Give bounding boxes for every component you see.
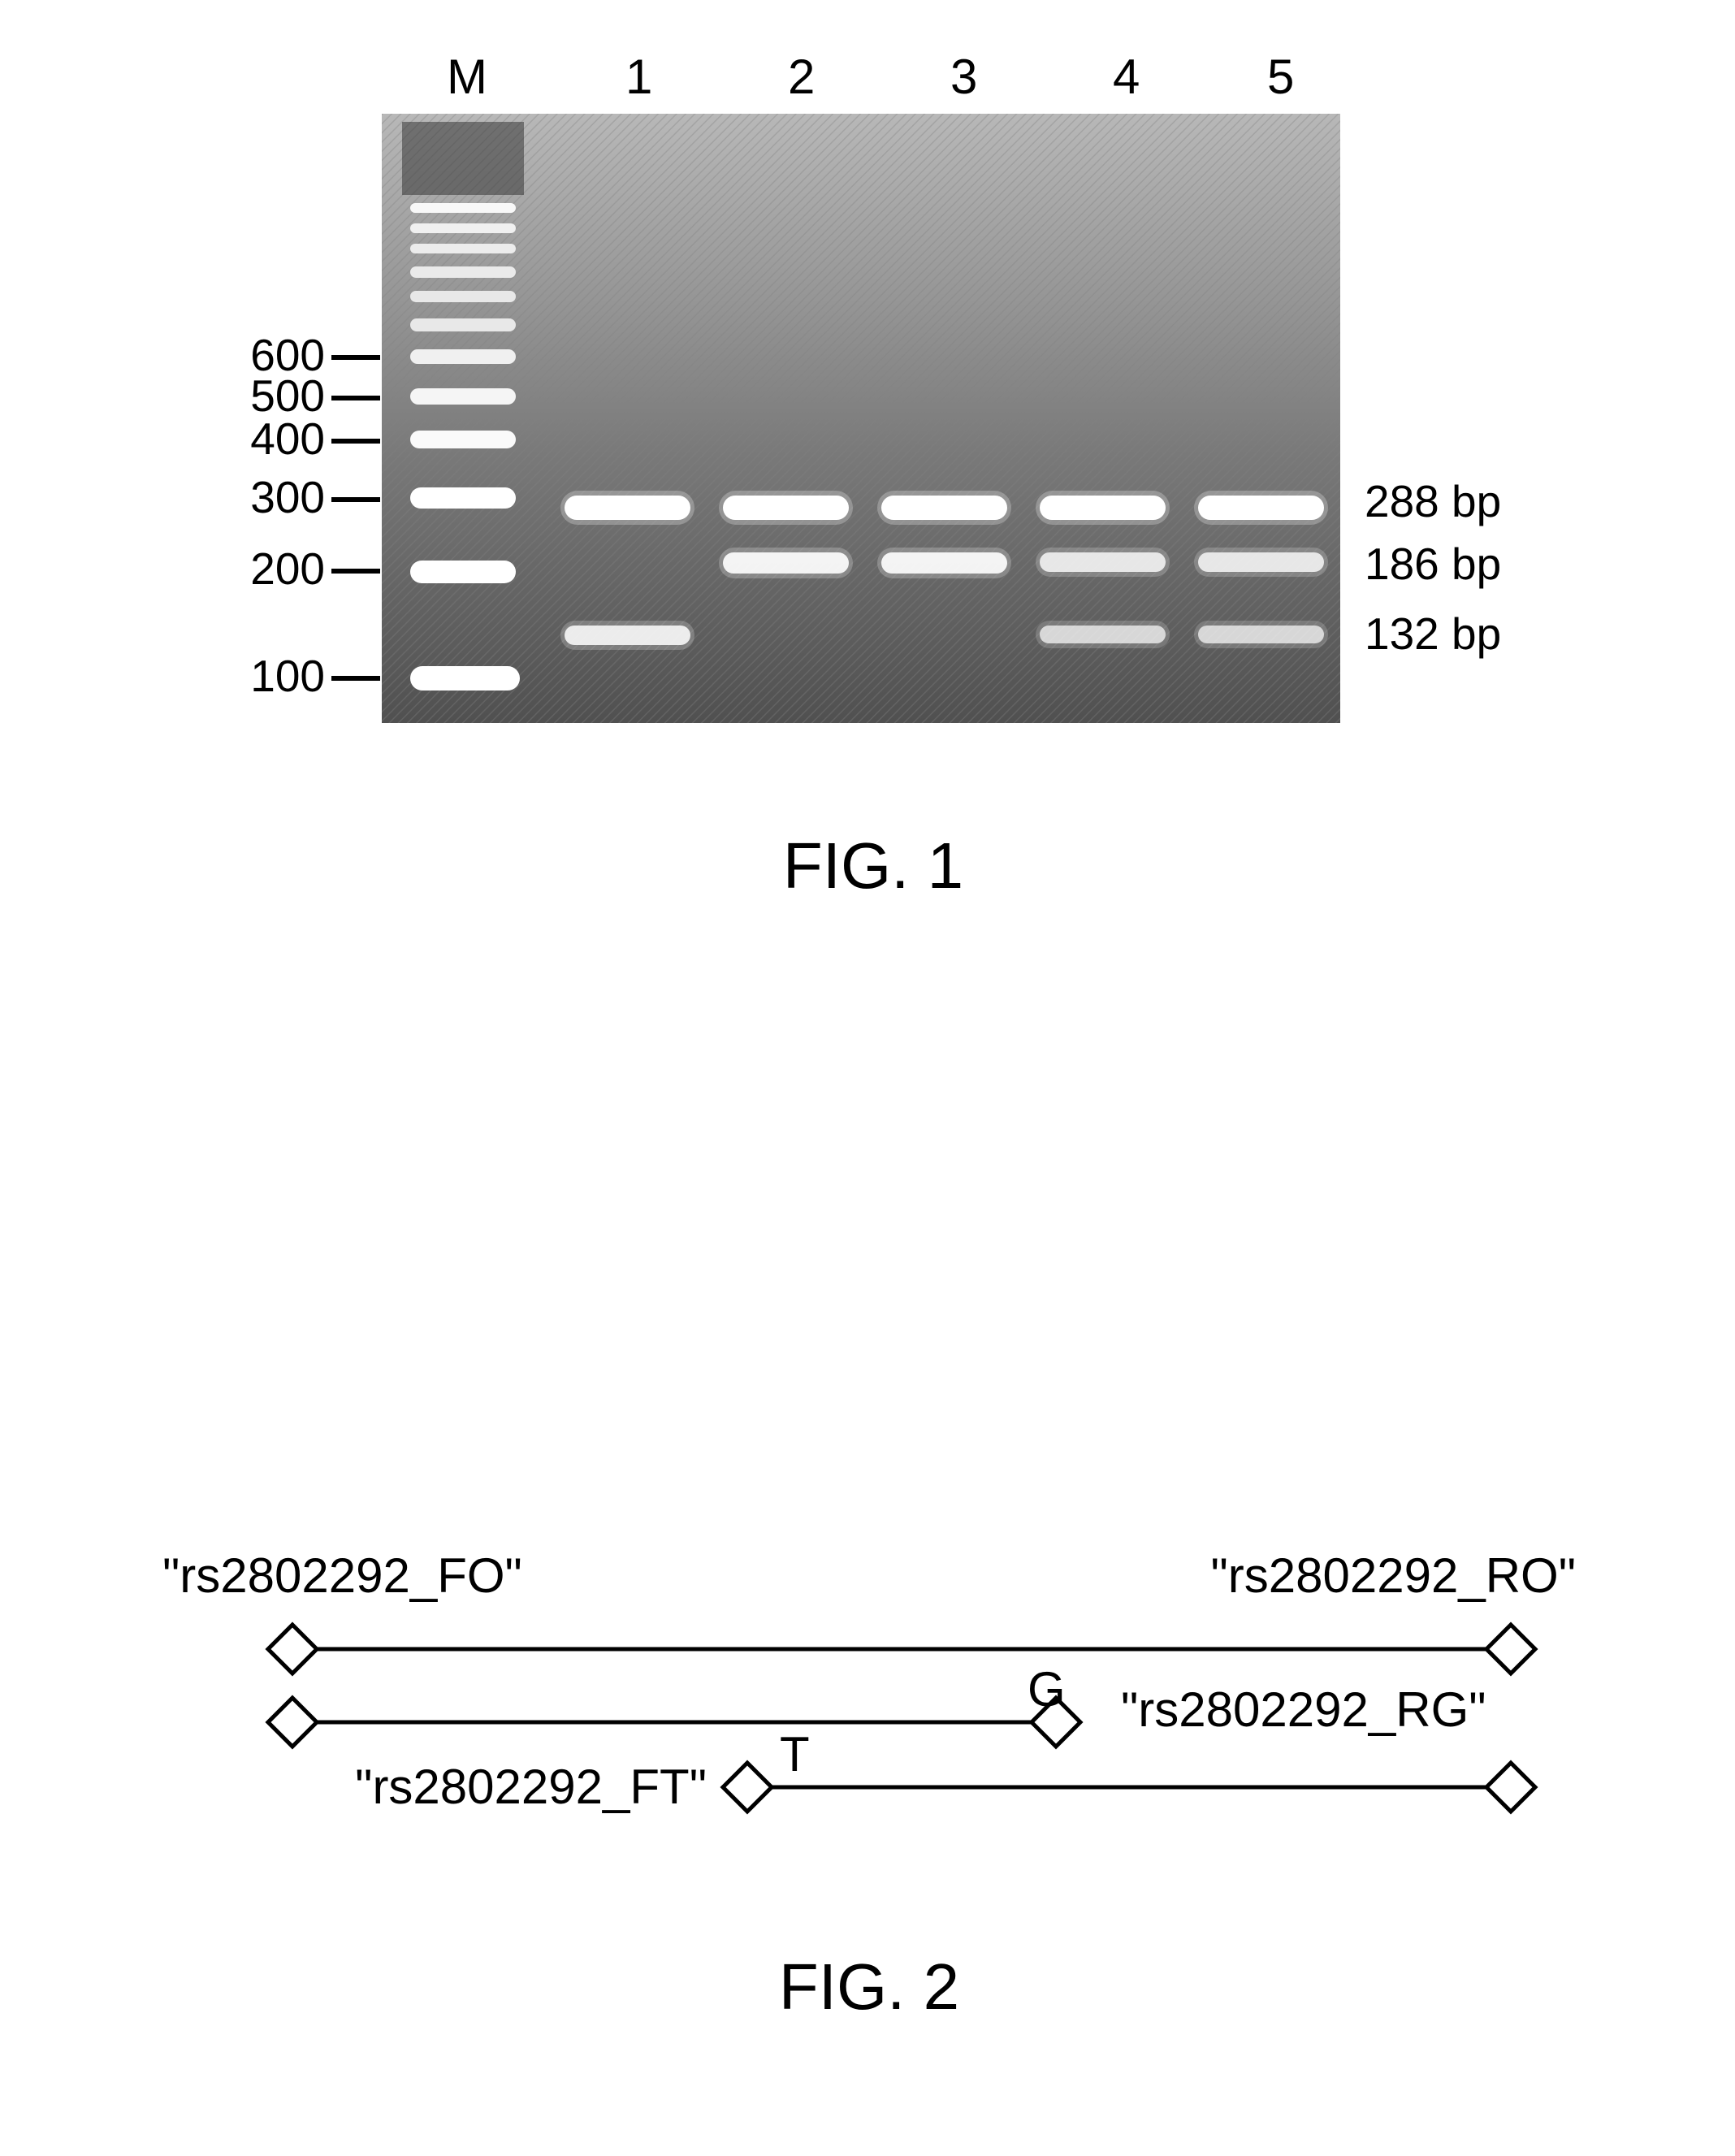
svg-text:T: T <box>780 1727 810 1782</box>
svg-text:"rs2802292_RO": "rs2802292_RO" <box>1210 1548 1576 1603</box>
svg-text:"rs2802292_FO": "rs2802292_FO" <box>162 1548 522 1603</box>
ladder-label: 400 <box>203 413 325 465</box>
ladder-tick <box>331 676 380 681</box>
figure-1-caption: FIG. 1 <box>203 829 1543 903</box>
ladder-tick <box>331 439 380 444</box>
ladder-tick <box>331 497 380 502</box>
lane-label: 4 <box>1113 49 1140 105</box>
lane-label: 1 <box>625 49 652 105</box>
lane-label: 2 <box>788 49 815 105</box>
ladder-tick <box>331 396 380 400</box>
figure-2-caption: FIG. 2 <box>97 1950 1641 2024</box>
lane-labels-row: M 1 2 3 4 5 <box>203 49 1543 114</box>
ladder-tick <box>331 355 380 360</box>
svg-text:G: G <box>1028 1662 1066 1717</box>
svg-text:"rs2802292_FT": "rs2802292_FT" <box>355 1760 707 1814</box>
gel-image <box>382 114 1340 723</box>
svg-text:"rs2802292_RG": "rs2802292_RG" <box>1121 1682 1486 1737</box>
figure-1: M 1 2 3 4 5 600 500 400 300 200 100 288 … <box>203 49 1543 723</box>
lane-label: 5 <box>1267 49 1294 105</box>
ladder-label: 300 <box>203 471 325 523</box>
ladder-label: 100 <box>203 650 325 702</box>
primer-diagram: G T "rs2802292_FO" "rs2802292_RO" "rs2802292… <box>97 1543 1641 1885</box>
ladder-label: 200 <box>203 543 325 595</box>
figure-2: G T "rs2802292_FO" "rs2802292_RO" "rs2802292… <box>97 1543 1641 1885</box>
band-size-label: 288 bp <box>1365 475 1501 527</box>
lane-label: 3 <box>950 49 977 105</box>
band-size-label: 186 bp <box>1365 538 1501 590</box>
gel-area: 600 500 400 300 200 100 288 bp 186 bp 13… <box>203 114 1543 723</box>
band-size-label: 132 bp <box>1365 608 1501 660</box>
lane-label: M <box>447 49 487 105</box>
ladder-tick <box>331 569 380 574</box>
